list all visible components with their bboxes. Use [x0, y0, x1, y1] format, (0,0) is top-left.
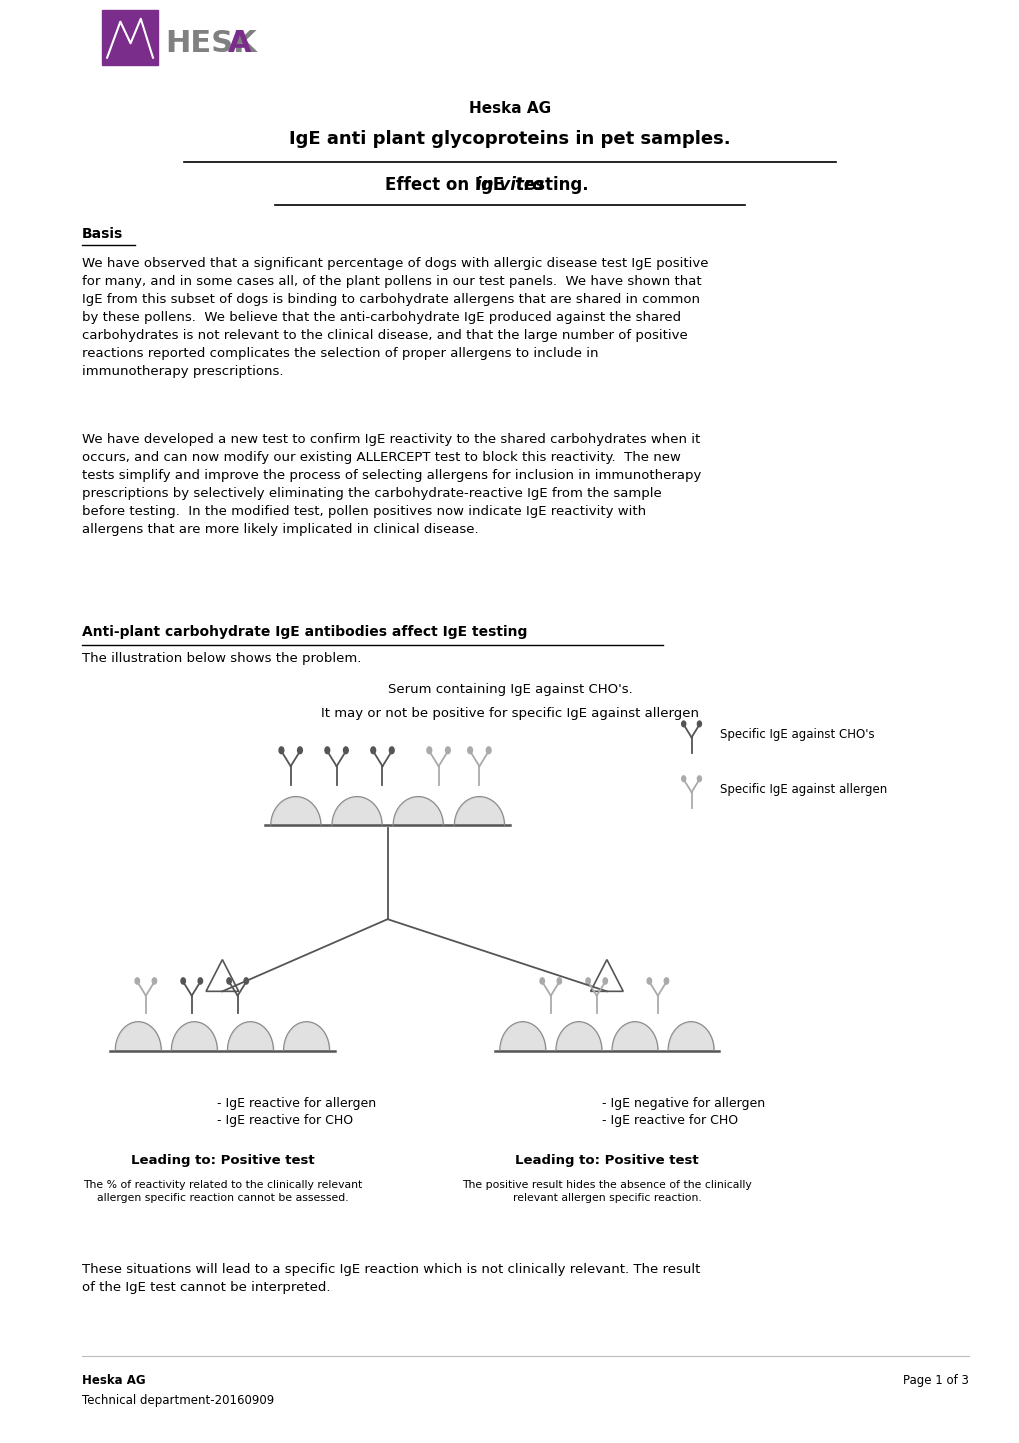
- Text: in vitro: in vitro: [476, 176, 543, 193]
- Circle shape: [539, 978, 544, 984]
- Text: Heska AG: Heska AG: [82, 1374, 145, 1387]
- Text: Heska AG: Heska AG: [469, 101, 550, 115]
- Text: Leading to: Positive test: Leading to: Positive test: [130, 1154, 314, 1167]
- Circle shape: [427, 747, 431, 753]
- Text: The % of reactivity related to the clinically relevant
allergen specific reactio: The % of reactivity related to the clini…: [83, 1180, 362, 1203]
- Text: It may or not be positive for specific IgE against allergen: It may or not be positive for specific I…: [321, 707, 698, 720]
- Circle shape: [681, 776, 685, 782]
- Text: The illustration below shows the problem.: The illustration below shows the problem…: [82, 652, 361, 665]
- Circle shape: [602, 978, 607, 984]
- Circle shape: [343, 747, 347, 753]
- Text: testing.: testing.: [510, 176, 588, 193]
- Circle shape: [556, 978, 561, 984]
- Text: Technical department-20160909: Technical department-20160909: [82, 1394, 273, 1407]
- Text: Serum containing IgE against CHO's.: Serum containing IgE against CHO's.: [387, 683, 632, 696]
- Text: Specific IgE against CHO's: Specific IgE against CHO's: [719, 727, 874, 742]
- Text: Page 1 of 3: Page 1 of 3: [902, 1374, 968, 1387]
- Text: We have developed a new test to confirm IgE reactivity to the shared carbohydrat: We have developed a new test to confirm …: [82, 433, 700, 535]
- Text: IgE anti plant glycoproteins in pet samples.: IgE anti plant glycoproteins in pet samp…: [289, 130, 730, 147]
- Circle shape: [445, 747, 449, 753]
- Circle shape: [468, 747, 472, 753]
- Circle shape: [663, 978, 668, 984]
- Circle shape: [198, 978, 203, 984]
- Circle shape: [135, 978, 140, 984]
- Text: Leading to: Positive test: Leading to: Positive test: [515, 1154, 698, 1167]
- Text: The positive result hides the absence of the clinically
relevant allergen specif: The positive result hides the absence of…: [462, 1180, 751, 1203]
- Circle shape: [697, 776, 701, 782]
- Text: HESK: HESK: [165, 29, 257, 58]
- Text: Effect on IgE: Effect on IgE: [384, 176, 510, 193]
- FancyBboxPatch shape: [102, 10, 158, 65]
- Circle shape: [279, 747, 283, 753]
- Text: Specific IgE against allergen: Specific IgE against allergen: [719, 782, 887, 797]
- Circle shape: [325, 747, 329, 753]
- Circle shape: [681, 722, 685, 727]
- Circle shape: [244, 978, 249, 984]
- Text: Basis: Basis: [82, 227, 122, 241]
- Text: These situations will lead to a specific IgE reaction which is not clinically re: These situations will lead to a specific…: [82, 1263, 699, 1293]
- Circle shape: [371, 747, 375, 753]
- Text: We have observed that a significant percentage of dogs with allergic disease tes: We have observed that a significant perc…: [82, 257, 707, 378]
- Circle shape: [298, 747, 302, 753]
- Text: - IgE negative for allergen
- IgE reactive for CHO: - IgE negative for allergen - IgE reacti…: [601, 1097, 764, 1127]
- Circle shape: [697, 722, 701, 727]
- Circle shape: [646, 978, 651, 984]
- Circle shape: [152, 978, 157, 984]
- Circle shape: [226, 978, 231, 984]
- Text: - IgE reactive for allergen
- IgE reactive for CHO: - IgE reactive for allergen - IgE reacti…: [217, 1097, 376, 1127]
- Text: A: A: [227, 29, 251, 58]
- Text: Anti-plant carbohydrate IgE antibodies affect IgE testing: Anti-plant carbohydrate IgE antibodies a…: [82, 625, 527, 639]
- Circle shape: [486, 747, 490, 753]
- Circle shape: [585, 978, 590, 984]
- Circle shape: [389, 747, 393, 753]
- Circle shape: [180, 978, 185, 984]
